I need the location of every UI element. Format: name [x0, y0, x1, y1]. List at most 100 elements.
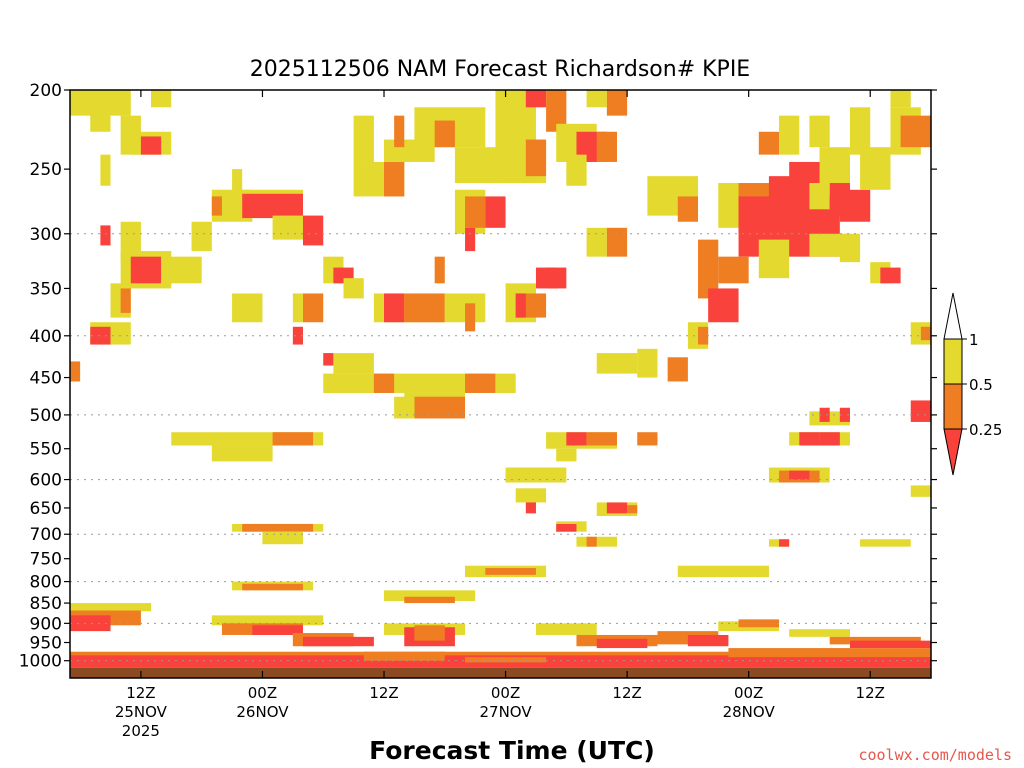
cell-yellow — [860, 539, 911, 547]
colorbar-arrow-bottom — [943, 428, 963, 476]
cell-yellow — [323, 373, 486, 393]
cell-yellow — [292, 293, 303, 323]
y-tick-label: 500 — [30, 406, 62, 426]
cell-red — [819, 407, 830, 422]
cell-orange — [434, 256, 445, 284]
cell-red — [292, 326, 303, 345]
cell-red — [525, 90, 547, 108]
cell-red — [70, 615, 111, 632]
cell-yellow — [789, 629, 850, 637]
cell-red — [384, 293, 405, 323]
x-tick-label: 12Z — [856, 684, 885, 702]
cell-orange — [900, 115, 931, 148]
cell-orange — [677, 196, 699, 222]
x-tick-label: 27NOV — [480, 703, 533, 721]
cell-orange — [738, 619, 780, 628]
cell-red — [515, 293, 526, 318]
cell-orange — [363, 651, 445, 661]
x-tick-label: 2025 — [122, 722, 160, 740]
y-tick-label: 250 — [30, 160, 62, 180]
cell-yellow — [819, 147, 850, 184]
cell-orange — [637, 432, 658, 446]
cell-yellow — [353, 115, 374, 162]
cell-yellow — [70, 603, 152, 612]
cell-orange — [404, 596, 455, 604]
cell-red — [910, 400, 931, 422]
cell-orange — [465, 657, 547, 663]
cell-yellow — [515, 488, 547, 503]
cell-yellow — [211, 615, 324, 626]
cell-red — [819, 432, 840, 446]
cell-orange — [373, 373, 395, 393]
y-tick-label: 400 — [30, 327, 62, 347]
y-tick-label: 650 — [30, 499, 62, 519]
colorbar-label: 0.25 — [969, 421, 1002, 439]
x-tick-label: 25NOV — [115, 703, 168, 721]
cell-orange — [586, 536, 597, 547]
heatmap-cells — [70, 90, 931, 678]
cell-yellow — [495, 373, 516, 393]
cell-red — [880, 267, 901, 284]
cell-yellow — [505, 467, 567, 483]
cell-red — [100, 225, 111, 246]
cell-red — [302, 215, 324, 246]
cell-yellow — [860, 147, 891, 190]
cell-orange — [829, 636, 921, 645]
colorbar-label: 0.5 — [969, 376, 993, 394]
cell-orange — [627, 505, 638, 514]
cell-red — [130, 256, 162, 284]
cell-yellow — [384, 590, 476, 601]
cell-red — [323, 353, 334, 366]
cell-red — [90, 326, 111, 345]
y-tick-label: 700 — [30, 525, 62, 545]
cell-yellow — [191, 221, 212, 252]
cell-yellow — [910, 485, 931, 497]
y-tick-label: 550 — [30, 440, 62, 460]
cell-yellow — [637, 348, 658, 378]
cell-yellow — [677, 565, 769, 578]
cell-orange — [272, 432, 314, 446]
colorbar-segment — [943, 338, 963, 385]
cell-orange — [525, 139, 547, 177]
cell-orange — [606, 90, 628, 116]
credit-link[interactable]: coolwx.com/models — [858, 746, 1012, 764]
cell-yellow — [161, 256, 202, 284]
x-tick-label: 00Z — [248, 684, 277, 702]
cell-yellow — [232, 293, 263, 323]
cell-orange — [465, 196, 486, 228]
cell-yellow — [272, 215, 303, 240]
cell-yellow — [809, 183, 830, 210]
y-axis: 200 250 300 350 400 450 500 550 600 650 700 750 8008… — [19, 81, 937, 672]
plot-frame — [69, 89, 932, 679]
cell-orange — [211, 196, 222, 216]
y-tick-label: 450 — [30, 369, 62, 389]
colorbar-arrow-top — [943, 292, 963, 340]
cell-orange — [718, 256, 749, 284]
cell-red — [525, 502, 536, 514]
cell-red — [546, 267, 567, 289]
cell-yellow — [394, 396, 415, 419]
cell-orange — [434, 120, 455, 148]
cell-red — [849, 640, 931, 649]
cell-red — [242, 193, 303, 219]
cell-yellow — [890, 90, 911, 108]
cell-red — [596, 638, 648, 649]
cell-orange — [242, 583, 303, 591]
cell-red — [708, 288, 739, 323]
cell-orange — [758, 131, 780, 155]
cell-orange — [120, 288, 131, 313]
cell-yellow — [90, 90, 111, 132]
cell-yellow — [535, 623, 597, 635]
cell-orange — [667, 357, 688, 382]
cell-yellow — [232, 169, 243, 197]
x-tick-label: 26NOV — [236, 703, 289, 721]
cell-yellow — [566, 154, 587, 186]
cell-yellow — [333, 353, 374, 374]
cell-orange — [920, 326, 931, 341]
cell-orange — [465, 303, 476, 332]
cell-orange — [465, 373, 496, 393]
y-tick-label: 800 — [30, 573, 62, 593]
cell-yellow — [556, 448, 577, 462]
